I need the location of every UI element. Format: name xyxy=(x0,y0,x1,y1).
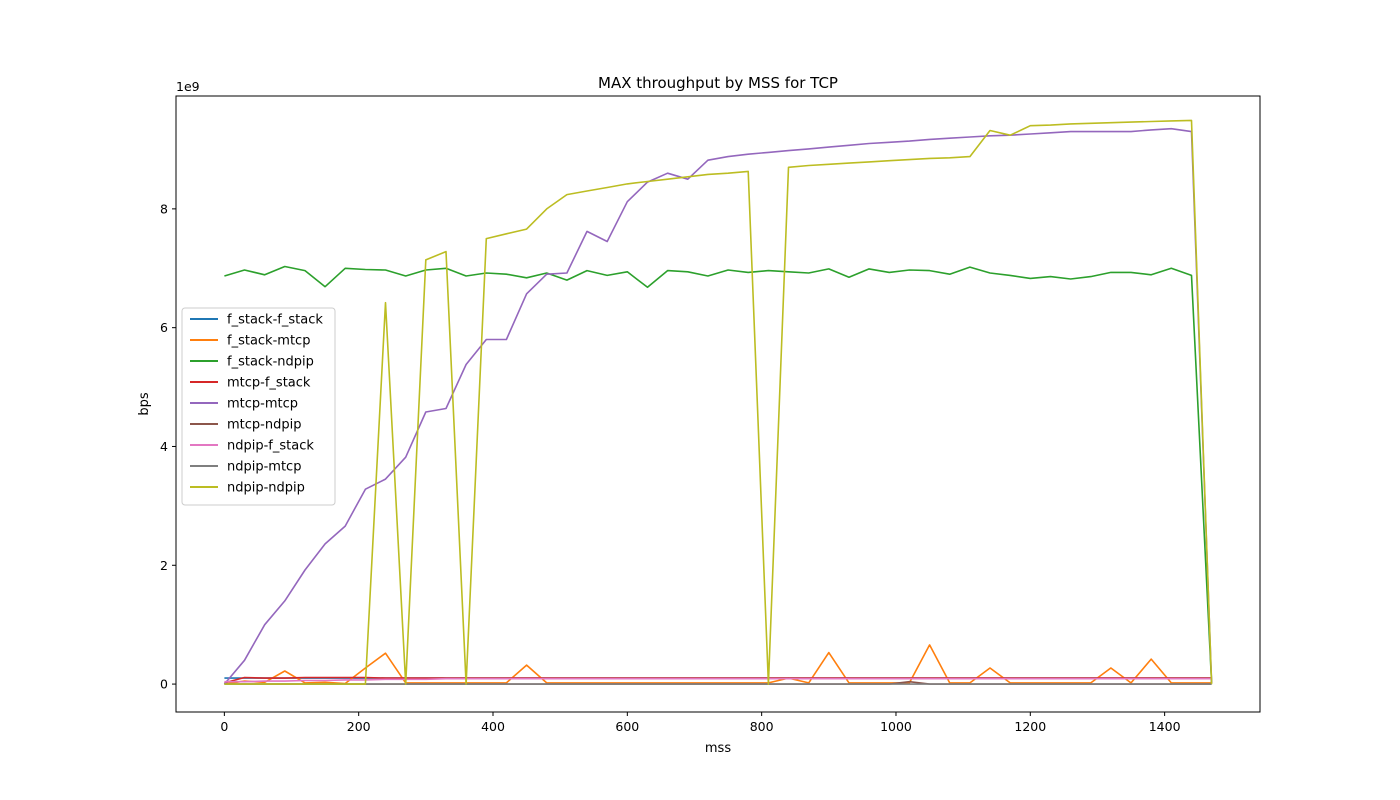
y-axis-label: bps xyxy=(137,392,152,416)
legend-label-mtcp-mtcp: mtcp-mtcp xyxy=(227,397,298,412)
y-tick-label: 2 xyxy=(160,558,168,573)
x-tick-label: 200 xyxy=(347,719,371,734)
series-line-f_stack-mtcp xyxy=(224,644,1212,685)
y-tick-label: 8 xyxy=(160,201,168,216)
y-tick-label: 6 xyxy=(160,320,168,335)
y-tick-label: 0 xyxy=(160,677,168,692)
legend-label-f_stack-mtcp: f_stack-mtcp xyxy=(227,334,310,349)
legend-label-ndpip-mtcp: ndpip-mtcp xyxy=(227,460,301,475)
x-tick-label: 1200 xyxy=(1014,719,1046,734)
x-tick-label: 400 xyxy=(481,719,505,734)
legend-label-mtcp-f_stack: mtcp-f_stack xyxy=(227,376,311,391)
series-layer xyxy=(223,119,1213,685)
x-tick-label: 600 xyxy=(615,719,639,734)
x-axis: 0 200 400 600 800 1000 1200 1400 xyxy=(220,712,1181,734)
legend-label-mtcp-ndpip: mtcp-ndpip xyxy=(227,418,301,433)
legend-label-f_stack-ndpip: f_stack-ndpip xyxy=(227,355,314,370)
legend-label-ndpip-ndpip: ndpip-ndpip xyxy=(227,481,305,496)
y-axis: 0 2 4 6 8 xyxy=(160,201,176,692)
series-line-f_stack-ndpip xyxy=(224,265,1213,683)
x-axis-label: mss xyxy=(705,741,731,756)
chart-title: MAX throughput by MSS for TCP xyxy=(598,74,838,92)
y-tick-label: 4 xyxy=(160,439,168,454)
legend-box xyxy=(181,307,336,506)
x-tick-label: 1000 xyxy=(880,719,912,734)
x-tick-label: 800 xyxy=(750,719,774,734)
x-tick-label: 1400 xyxy=(1149,719,1181,734)
series-line-mtcp-mtcp xyxy=(223,127,1213,685)
y-axis-offset-label: 1e9 xyxy=(176,79,200,94)
legend-label-ndpip-f_stack: ndpip-f_stack xyxy=(227,439,314,454)
series-line-ndpip-f_stack xyxy=(224,677,1212,683)
plot-frame xyxy=(175,95,1261,713)
x-tick-label: 0 xyxy=(220,719,228,734)
legend: f_stack-f_stack f_stack-mtcp f_stack-ndpip… xyxy=(181,307,336,506)
legend-label-f_stack-f_stack: f_stack-f_stack xyxy=(227,313,323,328)
series-line-ndpip-ndpip xyxy=(224,119,1213,685)
